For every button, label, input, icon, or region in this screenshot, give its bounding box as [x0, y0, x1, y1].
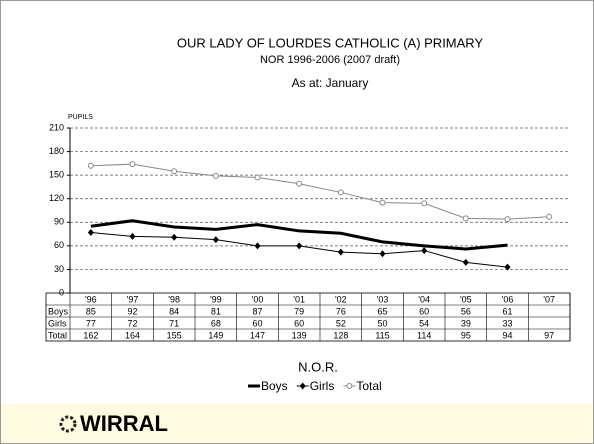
table-cell: 115: [375, 330, 389, 340]
table-row-label: Boys: [48, 306, 69, 316]
x-tick-label: '96: [85, 294, 97, 304]
marker: [504, 263, 511, 271]
table-cell: 87: [252, 306, 262, 316]
annotation: As at: January: [292, 76, 369, 90]
marker: [129, 161, 136, 168]
table-cell: 76: [336, 306, 346, 316]
marker: [87, 162, 94, 169]
table-cell: 79: [294, 306, 304, 316]
marker: [296, 242, 303, 250]
table-cell: 71: [169, 318, 179, 328]
series-line: [90, 163, 550, 220]
x-axis-label: N.O.R.: [298, 359, 338, 374]
x-tick-label: '98: [168, 294, 180, 304]
legend-label: Boys: [261, 379, 288, 393]
logo-icon: [59, 415, 77, 433]
table-cell: 114: [417, 330, 431, 340]
table-cell: 128: [333, 330, 348, 340]
table-cell: 72: [127, 318, 137, 328]
x-tick-label: '07: [543, 294, 555, 304]
marker: [337, 189, 344, 196]
table-cell: 39: [461, 318, 471, 328]
marker: [129, 232, 136, 240]
marker: [254, 174, 261, 181]
x-tick-label: '97: [127, 294, 139, 304]
marker: [504, 216, 511, 223]
chart-subtitle: NOR 1996-2006 (2007 draft): [260, 54, 400, 66]
table-cell: 97: [544, 330, 554, 340]
x-tick-label: '99: [210, 294, 222, 304]
table-cell: 149: [208, 330, 223, 340]
x-tick-label: '01: [293, 294, 305, 304]
y-tick-label: 60: [54, 240, 64, 250]
table-cell: 84: [169, 306, 179, 316]
marker: [171, 168, 178, 175]
table-cell: 60: [294, 318, 304, 328]
table-cell: 95: [461, 330, 471, 340]
table-cell: 139: [292, 330, 307, 340]
table-cell: 33: [502, 318, 512, 328]
legend-label: Girls: [310, 379, 335, 393]
y-tick-label: 30: [54, 264, 64, 274]
marker: [546, 213, 553, 220]
table-cell: 85: [86, 306, 96, 316]
y-axis-label: PUPILS: [68, 114, 93, 121]
marker: [379, 199, 386, 206]
table-cell: 77: [86, 318, 96, 328]
table-row-label: Girls: [48, 318, 67, 328]
y-tick-label: 150: [49, 170, 64, 180]
marker: [379, 250, 386, 258]
logo: WIRRAL: [59, 411, 168, 436]
legend-marker: [299, 382, 306, 390]
legend-label: Total: [356, 379, 381, 393]
table-row-label: Total: [48, 330, 67, 340]
table-cell: 50: [377, 318, 387, 328]
y-tick-label: 210: [49, 122, 64, 132]
table-cell: 60: [252, 318, 262, 328]
footer-band: [1, 404, 593, 443]
marker: [421, 200, 428, 207]
y-tick-label: 90: [54, 217, 64, 227]
table-cell: 147: [250, 330, 265, 340]
marker: [462, 215, 469, 222]
table-cell: 54: [419, 318, 429, 328]
legend-marker: [346, 383, 353, 389]
marker: [296, 180, 303, 187]
x-tick-label: '06: [502, 294, 514, 304]
x-tick-label: '03: [377, 294, 389, 304]
marker: [212, 172, 219, 179]
x-tick-label: '04: [418, 294, 430, 304]
table-cell: 56: [461, 306, 471, 316]
x-tick-label: '02: [335, 294, 347, 304]
y-tick-label: 180: [49, 146, 64, 156]
table-cell: 65: [377, 306, 387, 316]
marker: [87, 229, 94, 236]
marker: [171, 233, 178, 241]
table-cell: 68: [211, 318, 221, 328]
footer-logo-text: WIRRAL: [80, 411, 168, 436]
table-cell: 164: [125, 330, 140, 340]
table-cell: 162: [83, 330, 98, 340]
table-cell: 81: [211, 306, 221, 316]
chart-title: OUR LADY OF LOURDES CATHOLIC (A) PRIMARY: [177, 35, 484, 50]
table-cell: 61: [502, 306, 512, 316]
table-cell: 52: [336, 318, 346, 328]
marker: [421, 247, 428, 255]
table-cell: 94: [502, 330, 512, 340]
marker: [337, 248, 344, 256]
table-cell: 155: [167, 330, 182, 340]
x-tick-label: '05: [460, 294, 472, 304]
x-tick-label: '00: [252, 294, 264, 304]
y-tick-label: 120: [49, 193, 64, 203]
marker: [254, 242, 261, 250]
marker: [462, 258, 469, 266]
table-cell: 60: [419, 306, 429, 316]
table-cell: 92: [127, 306, 137, 316]
series-line: [90, 219, 508, 251]
y-tick-label: 0: [59, 287, 64, 297]
marker: [212, 236, 219, 244]
